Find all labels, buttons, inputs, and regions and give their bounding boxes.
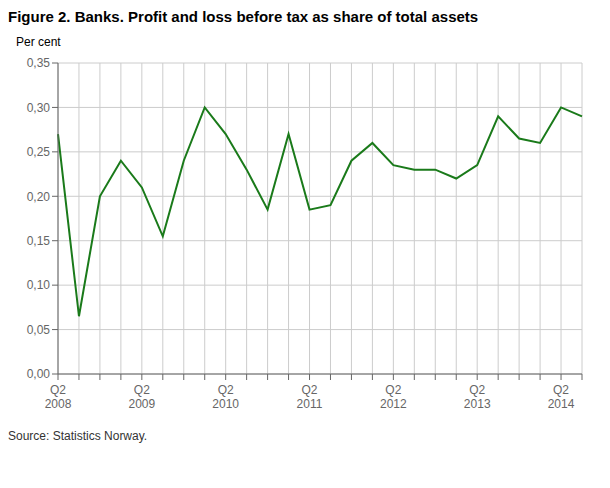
svg-text:Q22012: Q22012 (380, 383, 407, 411)
svg-text:Q22010: Q22010 (212, 383, 239, 411)
svg-text:0,10: 0,10 (27, 278, 51, 292)
html-text:Source: Statistics Norway.: Source: Statistics Norway. (8, 429, 148, 443)
svg-text:Q22013: Q22013 (464, 383, 491, 411)
svg-text:Q22008: Q22008 (45, 383, 72, 411)
svg-text:0,35: 0,35 (27, 56, 51, 70)
svg-text:Q22014: Q22014 (548, 383, 575, 411)
svg-text:0,15: 0,15 (27, 234, 51, 248)
svg-text:0,25: 0,25 (27, 145, 51, 159)
html-text:Figure 2. Banks. Profit and lo: Figure 2. Banks. Profit and loss before … (8, 8, 479, 25)
html-text:Per cent: Per cent (16, 35, 61, 49)
svg-text:0,20: 0,20 (27, 190, 51, 204)
svg-text:Q22009: Q22009 (128, 383, 155, 411)
svg-text:Q22011: Q22011 (297, 383, 323, 411)
svg-text:0,30: 0,30 (27, 101, 51, 115)
svg-text:0,00: 0,00 (27, 367, 51, 381)
svg-text:0,05: 0,05 (27, 323, 51, 337)
